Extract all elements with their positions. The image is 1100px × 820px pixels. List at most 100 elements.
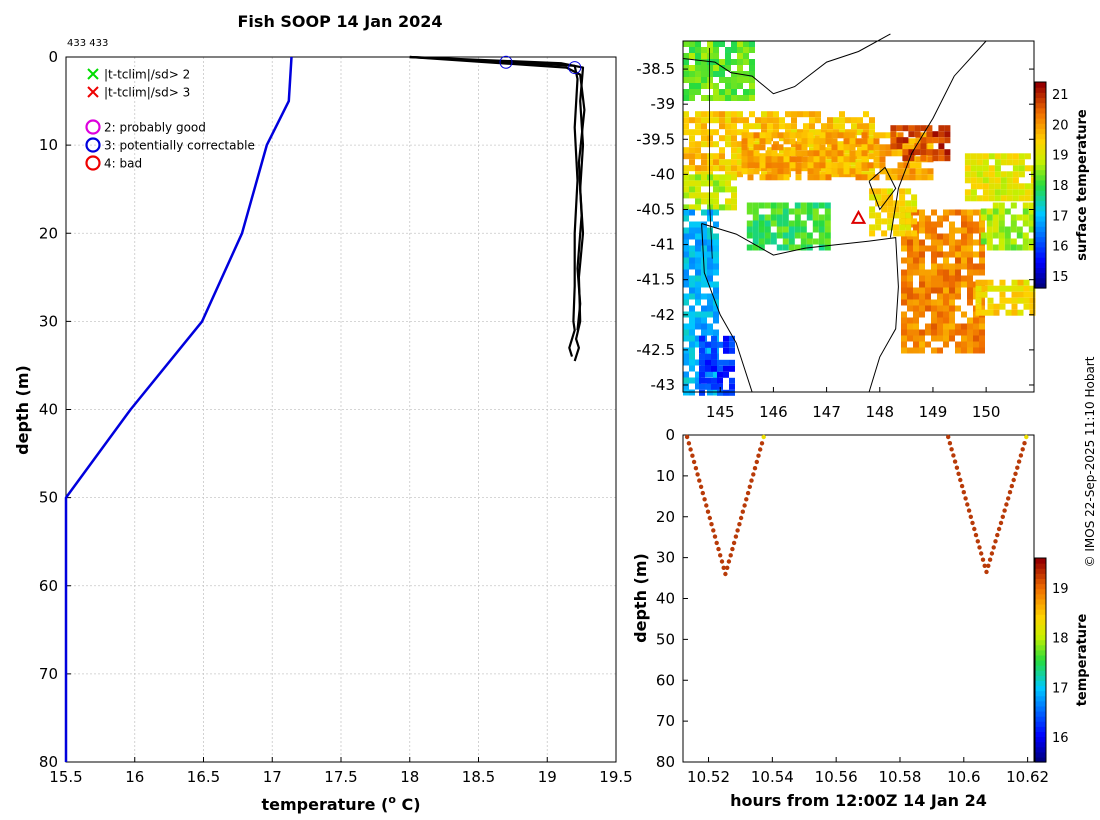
sst-pixel [758,214,765,221]
sst-pixel [707,111,713,118]
sst-pixel [701,198,707,205]
sst-pixel [955,287,961,294]
sst-pixel [885,144,892,151]
sst-pixel [683,251,689,258]
sst-pixel [961,215,967,222]
sst-pixel [915,168,922,175]
sst-pixel [1018,183,1025,190]
sst-pixel [717,377,723,384]
sample-point [700,490,705,496]
td-y-tick-label: 70 [656,712,675,730]
sst-pixel [777,132,784,139]
sst-pixel [773,129,779,136]
sst-pixel [955,293,961,300]
sst-pixel [861,132,868,139]
sst-pixel [782,226,789,233]
sst-pixel [893,206,900,213]
colorbar-segment [1035,210,1046,217]
sst-pixel [980,214,987,221]
sst-pixel [695,171,701,178]
sst-pixel [925,281,931,288]
sst-pixel [701,192,707,199]
sst-pixel [837,168,844,175]
sst-pixel [791,111,797,118]
sst-pixel [1000,153,1007,160]
sst-pixel [695,233,701,240]
sample-point [991,545,996,550]
colorbar-segment [1035,200,1046,207]
sample-point [686,441,692,446]
sst-pixel [982,171,989,178]
sst-pixel [683,165,689,172]
sst-pixel [925,275,931,282]
sst-pixel [717,371,723,378]
sample-point [733,534,739,539]
sst-pixel [961,233,967,240]
td-colorbar-segment [1035,670,1046,676]
sst-pixel [713,293,719,300]
sst-pixel [695,335,701,342]
sst-pixel [776,220,783,227]
sst-pixel [701,245,707,252]
sst-pixel [901,341,907,348]
sst-pixel [764,226,771,233]
sst-pixel [855,168,862,175]
sst-pixel [809,117,815,124]
colorbar-segment [1035,236,1046,243]
sst-pixel [800,238,807,245]
x-tick-label: 16.5 [187,768,220,786]
sst-pixel [1022,214,1029,221]
sst-pixel [711,365,717,372]
sst-pixel [920,149,927,156]
sst-pixel [689,281,695,288]
sst-pixel [773,141,779,148]
sst-pixel [913,323,919,330]
sst-pixel [783,162,790,169]
sst-pixel [731,165,737,172]
sst-pixel [713,305,719,312]
sst-pixel [689,192,695,199]
sst-pixel [979,323,985,330]
sst-pixel [1010,244,1017,251]
colorbar-segment [1035,267,1046,274]
sst-pixel [713,53,719,59]
sst-pixel [896,137,903,144]
td-colorbar-segment [1035,629,1046,636]
sst-pixel [905,206,912,213]
sst-pixel [753,156,760,163]
sst-pixel [1005,309,1012,316]
sst-pixel [761,153,767,160]
sst-pixel [753,144,760,151]
sample-point [688,447,693,452]
sst-pixel [964,177,971,184]
sample-point [754,459,759,465]
sst-pixel [753,150,760,157]
sst-pixel [719,165,725,172]
sst-pixel [701,209,707,216]
sst-pixel [801,156,808,163]
sst-pixel [979,317,985,324]
sst-pixel [908,125,915,132]
x-tick-label: 18.5 [462,768,495,786]
sample-point [1022,441,1027,446]
sst-pixel [998,208,1005,215]
sample-point [745,490,751,496]
sst-pixel [907,335,913,342]
sst-pixel [699,347,705,354]
sst-pixel [955,257,961,264]
sst-pixel [776,202,783,209]
sst-pixel [937,239,943,246]
sst-pixel [753,162,760,169]
td-colorbar-segment [1035,654,1046,661]
sst-pixel [695,311,701,318]
sst-pixel [795,144,802,151]
sst-pixel [737,147,743,154]
qc-flag-marker [499,55,513,69]
sst-pixel [1022,202,1029,209]
plot-frame [65,56,617,763]
sst-pixel [875,200,882,207]
sst-pixel [955,251,961,258]
sst-pixel [752,202,759,209]
sample-point [958,477,963,483]
imos-credit: © IMOS 22-Sep-2025 11:10 Hobart [1083,356,1097,567]
